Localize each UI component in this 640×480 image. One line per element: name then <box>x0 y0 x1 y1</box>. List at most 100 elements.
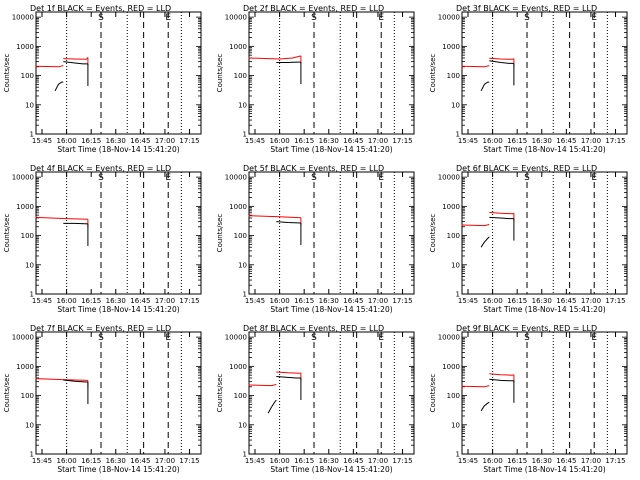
plot-frame <box>248 11 415 135</box>
event-rate-line <box>480 236 490 248</box>
x-tick-label: 16:45 <box>343 457 363 465</box>
y-tick-label: 1 <box>243 291 247 299</box>
y-axis-label: Counts/sec <box>429 214 437 253</box>
x-axis-label: Start Time (18-Nov-14 15:41:20) <box>57 145 179 154</box>
x-tick-label: 15:45 <box>458 137 478 145</box>
x-tick-label: 16:15 <box>81 137 101 145</box>
y-tick-label: 1 <box>456 291 460 299</box>
lld-rate-line <box>248 215 301 219</box>
x-axis-label: Start Time (18-Nov-14 15:41:20) <box>57 305 179 314</box>
y-tick-label: 10 <box>25 261 34 269</box>
y-tick-label: 100 <box>234 392 247 400</box>
plot-frame <box>35 171 202 295</box>
x-tick-label: 15:45 <box>32 297 52 305</box>
x-tick-label: 16:00 <box>270 457 290 465</box>
x-tick-label: 16:00 <box>483 137 503 145</box>
panel-4: Det 4f BLACK = Events, RED = LLD 15:45 16:… <box>3 164 202 314</box>
panel-5: Det 5f BLACK = Events, RED = LLD 15:45 16:… <box>216 164 415 314</box>
lld-rate-line <box>489 373 515 376</box>
x-tick-label: 16:30 <box>106 457 126 465</box>
start-marker-label: S <box>311 13 317 23</box>
plot-frame <box>35 11 202 135</box>
y-tick-label: 10000 <box>12 334 34 342</box>
plot-frame <box>461 171 628 295</box>
x-tick-label: 17:00 <box>581 457 601 465</box>
x-tick-label: 17:00 <box>368 137 388 145</box>
y-tick-label: 1000 <box>442 203 460 211</box>
x-tick-label: 15:45 <box>245 457 265 465</box>
y-tick-label: 10 <box>238 261 247 269</box>
y-tick-label: 1 <box>243 131 247 139</box>
panel-2: Det 2f BLACK = Events, RED = LLD 15:45 16:… <box>216 4 415 154</box>
event-rate-line <box>480 81 490 92</box>
panel-title: Det 9f BLACK = Events, RED = LLD <box>456 324 597 333</box>
y-tick-label: 1 <box>30 291 34 299</box>
x-tick-label: 15:45 <box>458 457 478 465</box>
x-axis-label: Start Time (18-Nov-14 15:41:20) <box>270 145 392 154</box>
panel-8: Det 8f BLACK = Events, RED = LLD 15:45 16:… <box>216 324 415 474</box>
y-axis-label: Counts/sec <box>429 54 437 93</box>
y-tick-label: 10 <box>25 421 34 429</box>
y-tick-label: 100 <box>447 232 460 240</box>
y-tick-label: 10000 <box>12 174 34 182</box>
x-tick-label: 16:15 <box>81 457 101 465</box>
y-tick-label: 100 <box>234 232 247 240</box>
x-tick-label: 17:00 <box>155 457 175 465</box>
plot-frame <box>461 11 628 135</box>
x-tick-label: 17:00 <box>368 457 388 465</box>
x-tick-label: 17:00 <box>368 297 388 305</box>
y-tick-label: 1 <box>30 131 34 139</box>
event-rate-line <box>63 379 88 383</box>
x-tick-label: 16:00 <box>270 137 290 145</box>
y-tick-label: 10000 <box>225 334 247 342</box>
panel-3: Det 3f BLACK = Events, RED = LLD 15:45 16:… <box>429 4 628 154</box>
start-marker-label: S <box>311 333 317 343</box>
x-tick-label: 16:45 <box>130 137 150 145</box>
start-marker-label: S <box>311 173 317 183</box>
y-axis-label: Counts/sec <box>216 54 224 93</box>
x-tick-label: 16:45 <box>556 297 576 305</box>
x-tick-label: 16:15 <box>507 297 527 305</box>
y-tick-label: 1000 <box>16 203 34 211</box>
event-rate-line <box>489 216 514 220</box>
x-tick-label: 16:15 <box>294 137 314 145</box>
y-tick-label: 100 <box>234 72 247 80</box>
y-axis-label: Counts/sec <box>216 214 224 253</box>
y-axis-label: Counts/sec <box>429 374 437 413</box>
panel-1: Det 1f BLACK = Events, RED = LLD 15:45 16:… <box>3 4 202 154</box>
event-rate-line <box>267 399 277 414</box>
y-tick-label: 10000 <box>438 174 460 182</box>
y-tick-label: 1000 <box>229 43 247 51</box>
y-tick-label: 1 <box>30 451 34 459</box>
x-tick-label: 16:45 <box>556 137 576 145</box>
panel-title: Det 7f BLACK = Events, RED = LLD <box>30 324 171 333</box>
start-marker-label: S <box>98 333 104 343</box>
x-axis-label: Start Time (18-Nov-14 15:41:20) <box>270 305 392 314</box>
panel-9: Det 9f BLACK = Events, RED = LLD 15:45 16:… <box>429 324 628 474</box>
x-tick-label: 16:45 <box>556 457 576 465</box>
plot-frame <box>35 331 202 455</box>
x-axis-label: Start Time (18-Nov-14 15:41:20) <box>483 305 605 314</box>
event-rate-line <box>276 376 301 379</box>
x-tick-label: 17:15 <box>392 297 412 305</box>
panel-title: Det 3f BLACK = Events, RED = LLD <box>456 4 597 13</box>
event-rate-line <box>63 222 88 225</box>
y-tick-label: 100 <box>447 72 460 80</box>
x-axis-label: Start Time (18-Nov-14 15:41:20) <box>483 145 605 154</box>
x-tick-label: 16:15 <box>294 457 314 465</box>
event-rate-line <box>480 401 490 412</box>
end-marker-label: E <box>591 13 597 23</box>
start-marker-label: S <box>98 173 104 183</box>
start-marker-label: S <box>98 13 104 23</box>
panel-title: Det 5f BLACK = Events, RED = LLD <box>243 164 384 173</box>
y-tick-label: 1 <box>456 131 460 139</box>
plot-frame <box>461 331 628 455</box>
x-axis-label: Start Time (18-Nov-14 15:41:20) <box>57 465 179 474</box>
x-axis-label: Start Time (18-Nov-14 15:41:20) <box>270 465 392 474</box>
x-tick-label: 16:00 <box>483 297 503 305</box>
panel-title: Det 1f BLACK = Events, RED = LLD <box>30 4 171 13</box>
x-tick-label: 16:45 <box>130 297 150 305</box>
y-tick-label: 10000 <box>225 174 247 182</box>
x-tick-label: 16:30 <box>319 457 339 465</box>
plot-frame <box>248 171 415 295</box>
